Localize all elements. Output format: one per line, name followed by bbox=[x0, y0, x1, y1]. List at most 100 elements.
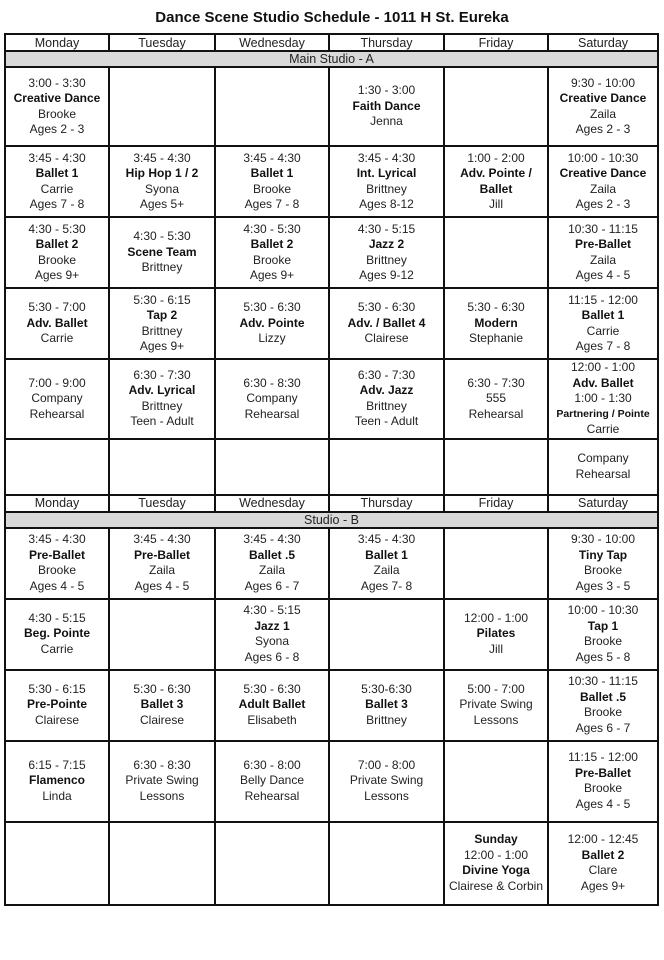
class-detail: Brittney bbox=[366, 252, 407, 267]
class-detail: Clairese bbox=[139, 712, 184, 727]
class-cell: 5:30 - 7:00 Adv. Ballet Carrie bbox=[4, 287, 110, 360]
class-detail: 5:30 - 6:30 bbox=[357, 300, 416, 315]
class-detail: Ages 6 - 7 bbox=[575, 720, 631, 735]
class-name: Hip Hop 1 / 2 bbox=[125, 166, 199, 180]
class-detail: Ages 7- 8 bbox=[360, 578, 413, 593]
class-cell: 7:00 - 9:00 Company Rehearsal bbox=[4, 358, 110, 440]
class-detail: Zaila bbox=[589, 181, 616, 196]
class-detail: Company bbox=[31, 391, 83, 405]
class-cell: Sunday 12:00 - 1:00 Divine Yoga Clairese & … bbox=[443, 820, 549, 906]
class-detail: 3:45 - 4:30 bbox=[28, 150, 86, 165]
class-detail: 5:30-6:30 bbox=[361, 681, 412, 696]
day-header-monday: Monday bbox=[4, 33, 110, 52]
class-detail: 10:00 - 10:30 bbox=[567, 150, 639, 165]
class-cell: 4:30 - 5:30 Ballet 2 Brooke Ages 9+ bbox=[4, 216, 110, 289]
class-cell: 4:30 - 5:15 Beg. Pointe Carrie bbox=[4, 597, 110, 671]
class-detail: Brittney bbox=[141, 323, 183, 338]
class-detail: 10:30 - 11:15 bbox=[568, 674, 638, 688]
day-header-saturday: Saturday bbox=[547, 493, 659, 513]
class-name: Ballet 2 bbox=[35, 237, 79, 251]
class-detail: 9:30 - 10:00 bbox=[570, 532, 636, 546]
class-detail: Ages 5+ bbox=[139, 197, 185, 211]
class-detail: Private Swing bbox=[125, 773, 199, 788]
class-detail: Lessons bbox=[473, 712, 519, 727]
schedule-row: 5:30 - 7:00 Adv. Ballet Carrie 5:30 - 6:15 T… bbox=[4, 287, 659, 360]
class-detail: Rehearsal bbox=[244, 406, 300, 421]
class-detail: 1:00 - 2:00 bbox=[467, 150, 525, 165]
class-detail: Zaila bbox=[589, 252, 616, 267]
schedule-row: 4:30 - 5:15 Beg. Pointe Carrie 4:30 - 5:15 J… bbox=[4, 597, 659, 671]
class-name: Adv. Pointe / bbox=[460, 166, 532, 180]
class-detail: 1:00 - 1:30 bbox=[574, 391, 632, 405]
empty-cell bbox=[4, 820, 110, 906]
schedule-row: 5:30 - 6:15 Pre-Pointe Clairese 5:30 - 6:30… bbox=[4, 668, 659, 742]
class-detail: Brittney bbox=[366, 712, 407, 727]
class-name: Flamenco bbox=[28, 773, 85, 788]
class-detail: 5:30 - 6:30 bbox=[243, 300, 301, 315]
class-cell: 5:30 - 6:30 Adv. Pointe Lizzy bbox=[214, 287, 330, 360]
class-cell: 9:30 - 10:00 Tiny Tap Brooke Ages 3 - 5 bbox=[547, 526, 659, 600]
class-cell: 4:30 - 5:30 Scene Team Brittney bbox=[108, 216, 216, 289]
class-cell: 11:15 - 12:00 Pre-Ballet Brooke Ages 4 - 5 bbox=[547, 739, 659, 823]
empty-cell bbox=[108, 820, 216, 906]
day-header-friday: Friday bbox=[443, 33, 549, 52]
class-detail: Private Swing bbox=[349, 773, 424, 788]
class-detail: 4:30 - 5:15 bbox=[28, 610, 86, 625]
class-name: Pre-Pointe bbox=[26, 697, 87, 712]
class-cell: 12:00 - 1:00 Adv. Ballet 1:00 - 1:30 Partne… bbox=[547, 358, 659, 440]
class-detail: Clairese bbox=[34, 712, 79, 727]
class-detail: 3:00 - 3:30 bbox=[28, 75, 86, 90]
class-detail: 6:30 - 7:30 bbox=[357, 367, 416, 382]
class-cell: 3:45 - 4:30 Ballet 1 Carrie Ages 7 - 8 bbox=[4, 145, 110, 218]
class-detail: Jill bbox=[489, 197, 503, 211]
class-detail: Brittney bbox=[141, 260, 183, 275]
empty-cell bbox=[443, 437, 549, 496]
class-detail: Carrie bbox=[40, 641, 74, 656]
class-detail: Carrie bbox=[586, 323, 620, 338]
class-name: Adv. / Ballet 4 bbox=[347, 315, 426, 330]
class-detail: Brooke bbox=[583, 705, 623, 719]
class-cell: 3:45 - 4:30 Ballet .5 Zaila Ages 6 - 7 bbox=[214, 526, 330, 600]
class-detail: 6:30 - 8:30 bbox=[243, 375, 301, 390]
class-name: Tap 2 bbox=[146, 308, 178, 322]
empty-cell bbox=[108, 66, 216, 147]
class-cell: 3:45 - 4:30 Ballet 1 Zaila Ages 7- 8 bbox=[328, 526, 445, 600]
class-detail: 12:00 - 1:00 bbox=[463, 847, 529, 862]
class-detail: Ages 5 - 8 bbox=[575, 649, 631, 664]
class-detail: Ages 9+ bbox=[249, 268, 295, 282]
class-detail: Ages 2 - 3 bbox=[29, 122, 85, 136]
class-detail: Brooke bbox=[37, 563, 77, 577]
class-name: Pre-Ballet bbox=[133, 547, 191, 562]
class-cell: 3:45 - 4:30 Pre-Ballet Brooke Ages 4 - 5 bbox=[4, 526, 110, 600]
class-detail: Brittney bbox=[366, 398, 407, 413]
class-cell: 5:30 - 6:30 Adult Ballet Elisabeth bbox=[214, 668, 330, 742]
class-detail: Teen - Adult bbox=[130, 414, 194, 429]
day-header-saturday: Saturday bbox=[547, 33, 659, 52]
class-cell: 6:30 - 7:30 Adv. Jazz Brittney Teen - Adult bbox=[328, 358, 445, 440]
class-detail: Lessons bbox=[139, 788, 185, 803]
class-detail: 1:30 - 3:00 bbox=[357, 83, 416, 98]
empty-cell bbox=[4, 437, 110, 496]
empty-cell bbox=[443, 739, 549, 823]
schedule-row: Company Rehearsal bbox=[4, 437, 659, 496]
empty-cell bbox=[328, 820, 445, 906]
class-detail: Brooke bbox=[252, 181, 292, 196]
class-cell: 5:30 - 6:15 Tap 2 Brittney Ages 9+ bbox=[108, 287, 216, 360]
class-detail: Private Swing bbox=[459, 697, 533, 712]
class-detail: Brooke bbox=[252, 252, 292, 267]
class-detail: Ages 4 - 5 bbox=[134, 578, 190, 593]
class-detail: Brooke bbox=[583, 563, 623, 577]
class-cell: 3:45 - 4:30 Hip Hop 1 / 2 Syona Ages 5+ bbox=[108, 145, 216, 218]
studio-row: Main Studio - A bbox=[4, 50, 659, 68]
class-detail: 6:15 - 7:15 bbox=[28, 757, 86, 772]
class-cell: 3:45 - 4:30 Pre-Ballet Zaila Ages 4 - 5 bbox=[108, 526, 216, 600]
class-name: Adv. Ballet bbox=[572, 375, 634, 390]
class-detail: Ages 8-12 bbox=[359, 197, 414, 211]
class-detail: Brooke bbox=[583, 781, 623, 795]
class-detail: 4:30 - 5:30 bbox=[28, 221, 86, 236]
class-name: Ballet 3 bbox=[140, 697, 184, 712]
class-detail: 10:30 - 11:15 bbox=[568, 221, 638, 236]
empty-cell bbox=[443, 216, 549, 289]
class-detail: 6:30 - 8:30 bbox=[133, 757, 191, 772]
class-detail: Ages 3 - 5 bbox=[575, 578, 631, 593]
